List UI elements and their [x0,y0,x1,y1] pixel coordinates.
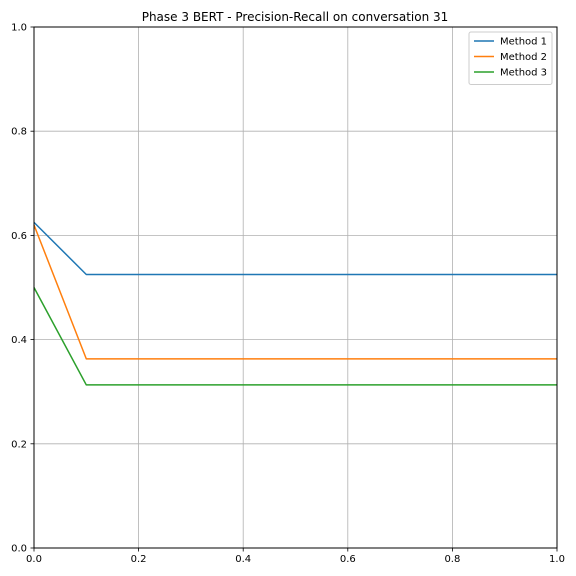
x-tick-label: 0.4 [235,554,251,565]
y-tick-label: 0.8 [11,127,27,138]
legend-label-method-1: Method 1 [500,37,547,48]
series-line-method-2 [33,224,557,360]
legend: Method 1 Method 2 Method 3 [468,31,553,85]
x-tick-label: 0.6 [340,554,356,565]
y-tick-label: 0.4 [11,335,27,346]
y-tick-label: 1.0 [11,23,27,34]
legend-label-method-2: Method 2 [500,52,547,63]
series-line-method-1 [33,221,557,276]
series-lines [33,221,557,386]
legend-label-method-3: Method 3 [500,68,547,79]
x-tick-label: 1.0 [549,554,565,565]
y-tick-label: 0.2 [11,439,27,450]
series-line-method-3 [33,287,557,386]
x-tick-label: 0.0 [26,554,42,565]
axis-ticks: 0.0 0.2 0.4 0.6 0.8 1.0 0.0 0.2 0.4 0.6 0.8 1.0 [11,23,565,566]
chart-title: Phase 3 BERT - Precision-Recall on conve… [142,10,449,24]
x-tick-label: 0.2 [131,554,147,565]
x-tick-label: 0.8 [444,554,460,565]
y-tick-label: 0.0 [11,544,27,555]
y-tick-label: 0.6 [11,231,27,242]
plot-frame [33,26,558,549]
